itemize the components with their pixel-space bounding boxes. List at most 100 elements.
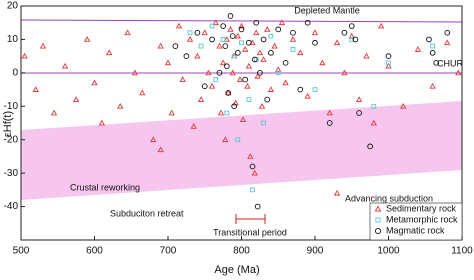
y-tick-label: 0 xyxy=(12,67,18,78)
point xyxy=(239,40,244,46)
point xyxy=(341,69,348,76)
point xyxy=(326,120,333,126)
point xyxy=(430,43,435,49)
point xyxy=(251,56,258,63)
point xyxy=(355,96,363,102)
point xyxy=(179,76,186,82)
point xyxy=(139,89,146,96)
point xyxy=(229,33,236,39)
point xyxy=(222,43,229,49)
point xyxy=(197,96,205,102)
point xyxy=(282,59,289,66)
point xyxy=(208,82,216,89)
point xyxy=(260,36,267,43)
point xyxy=(209,36,215,43)
point xyxy=(429,49,436,56)
point xyxy=(238,26,245,33)
y-tick-label: -40 xyxy=(4,201,19,212)
x-axis-label: Age (Ma) xyxy=(214,264,259,276)
point xyxy=(304,19,311,26)
y-axis-label: εHf(t) xyxy=(2,111,14,137)
point xyxy=(232,99,239,106)
point xyxy=(209,23,215,29)
point xyxy=(370,119,377,126)
point xyxy=(455,69,462,76)
point xyxy=(304,92,311,99)
point xyxy=(414,46,422,52)
point xyxy=(267,86,275,92)
point xyxy=(212,19,219,26)
annotation: CHUR xyxy=(437,58,463,68)
x-tick-label: 900 xyxy=(307,246,324,257)
point xyxy=(319,59,326,66)
x-tick-label: 1100 xyxy=(451,246,473,257)
point xyxy=(290,29,296,36)
point xyxy=(39,42,47,49)
point xyxy=(238,22,245,29)
point xyxy=(183,53,190,59)
point xyxy=(297,49,304,56)
point xyxy=(356,110,362,116)
point xyxy=(216,70,223,76)
point xyxy=(256,49,264,56)
annotation: Depleted Mantle xyxy=(294,5,360,15)
point xyxy=(247,153,254,159)
legend-label: Magmatic rock xyxy=(386,225,445,235)
annotation: Crustal reworking xyxy=(70,182,140,192)
point xyxy=(205,69,212,76)
point xyxy=(21,52,28,59)
point xyxy=(312,87,318,92)
point xyxy=(50,109,58,116)
point xyxy=(246,39,252,46)
crustal-band xyxy=(21,101,462,200)
y-tick-label: 20 xyxy=(7,1,19,12)
point xyxy=(223,36,230,42)
point xyxy=(168,109,175,116)
x-tick-label: 500 xyxy=(13,246,30,257)
point xyxy=(377,22,385,29)
point xyxy=(32,86,39,92)
point xyxy=(225,89,232,96)
point xyxy=(225,90,232,96)
point xyxy=(311,29,319,36)
point xyxy=(83,36,91,42)
point xyxy=(371,103,377,109)
point xyxy=(444,39,451,46)
point xyxy=(131,69,139,76)
annotation: Transitional period xyxy=(213,227,287,237)
point xyxy=(91,79,98,86)
point xyxy=(201,83,208,90)
depleted-mantle-line xyxy=(20,19,463,23)
point xyxy=(341,29,348,36)
point xyxy=(250,187,255,193)
y-tick-label: 10 xyxy=(7,34,19,45)
point xyxy=(175,22,183,29)
y-tick-label: -10 xyxy=(4,101,19,112)
point xyxy=(257,70,263,76)
point xyxy=(363,52,370,59)
point xyxy=(348,32,355,39)
legend-marker xyxy=(374,205,382,212)
point xyxy=(172,43,179,49)
point xyxy=(254,203,261,210)
x-tick-label: 700 xyxy=(160,246,177,257)
point xyxy=(194,29,201,36)
point xyxy=(444,29,451,36)
point xyxy=(275,70,281,76)
point xyxy=(164,59,172,66)
x-tick-label: 600 xyxy=(86,246,103,257)
point xyxy=(198,43,204,49)
y-tick-label: -30 xyxy=(4,168,19,179)
legend-marker xyxy=(374,227,382,235)
point xyxy=(242,46,249,52)
point xyxy=(385,62,392,69)
point xyxy=(242,76,249,83)
point xyxy=(282,79,289,86)
point xyxy=(201,29,208,36)
point xyxy=(227,13,234,19)
point xyxy=(271,42,278,49)
point xyxy=(352,36,359,43)
point xyxy=(216,42,223,49)
point xyxy=(400,102,407,109)
point xyxy=(258,102,266,109)
